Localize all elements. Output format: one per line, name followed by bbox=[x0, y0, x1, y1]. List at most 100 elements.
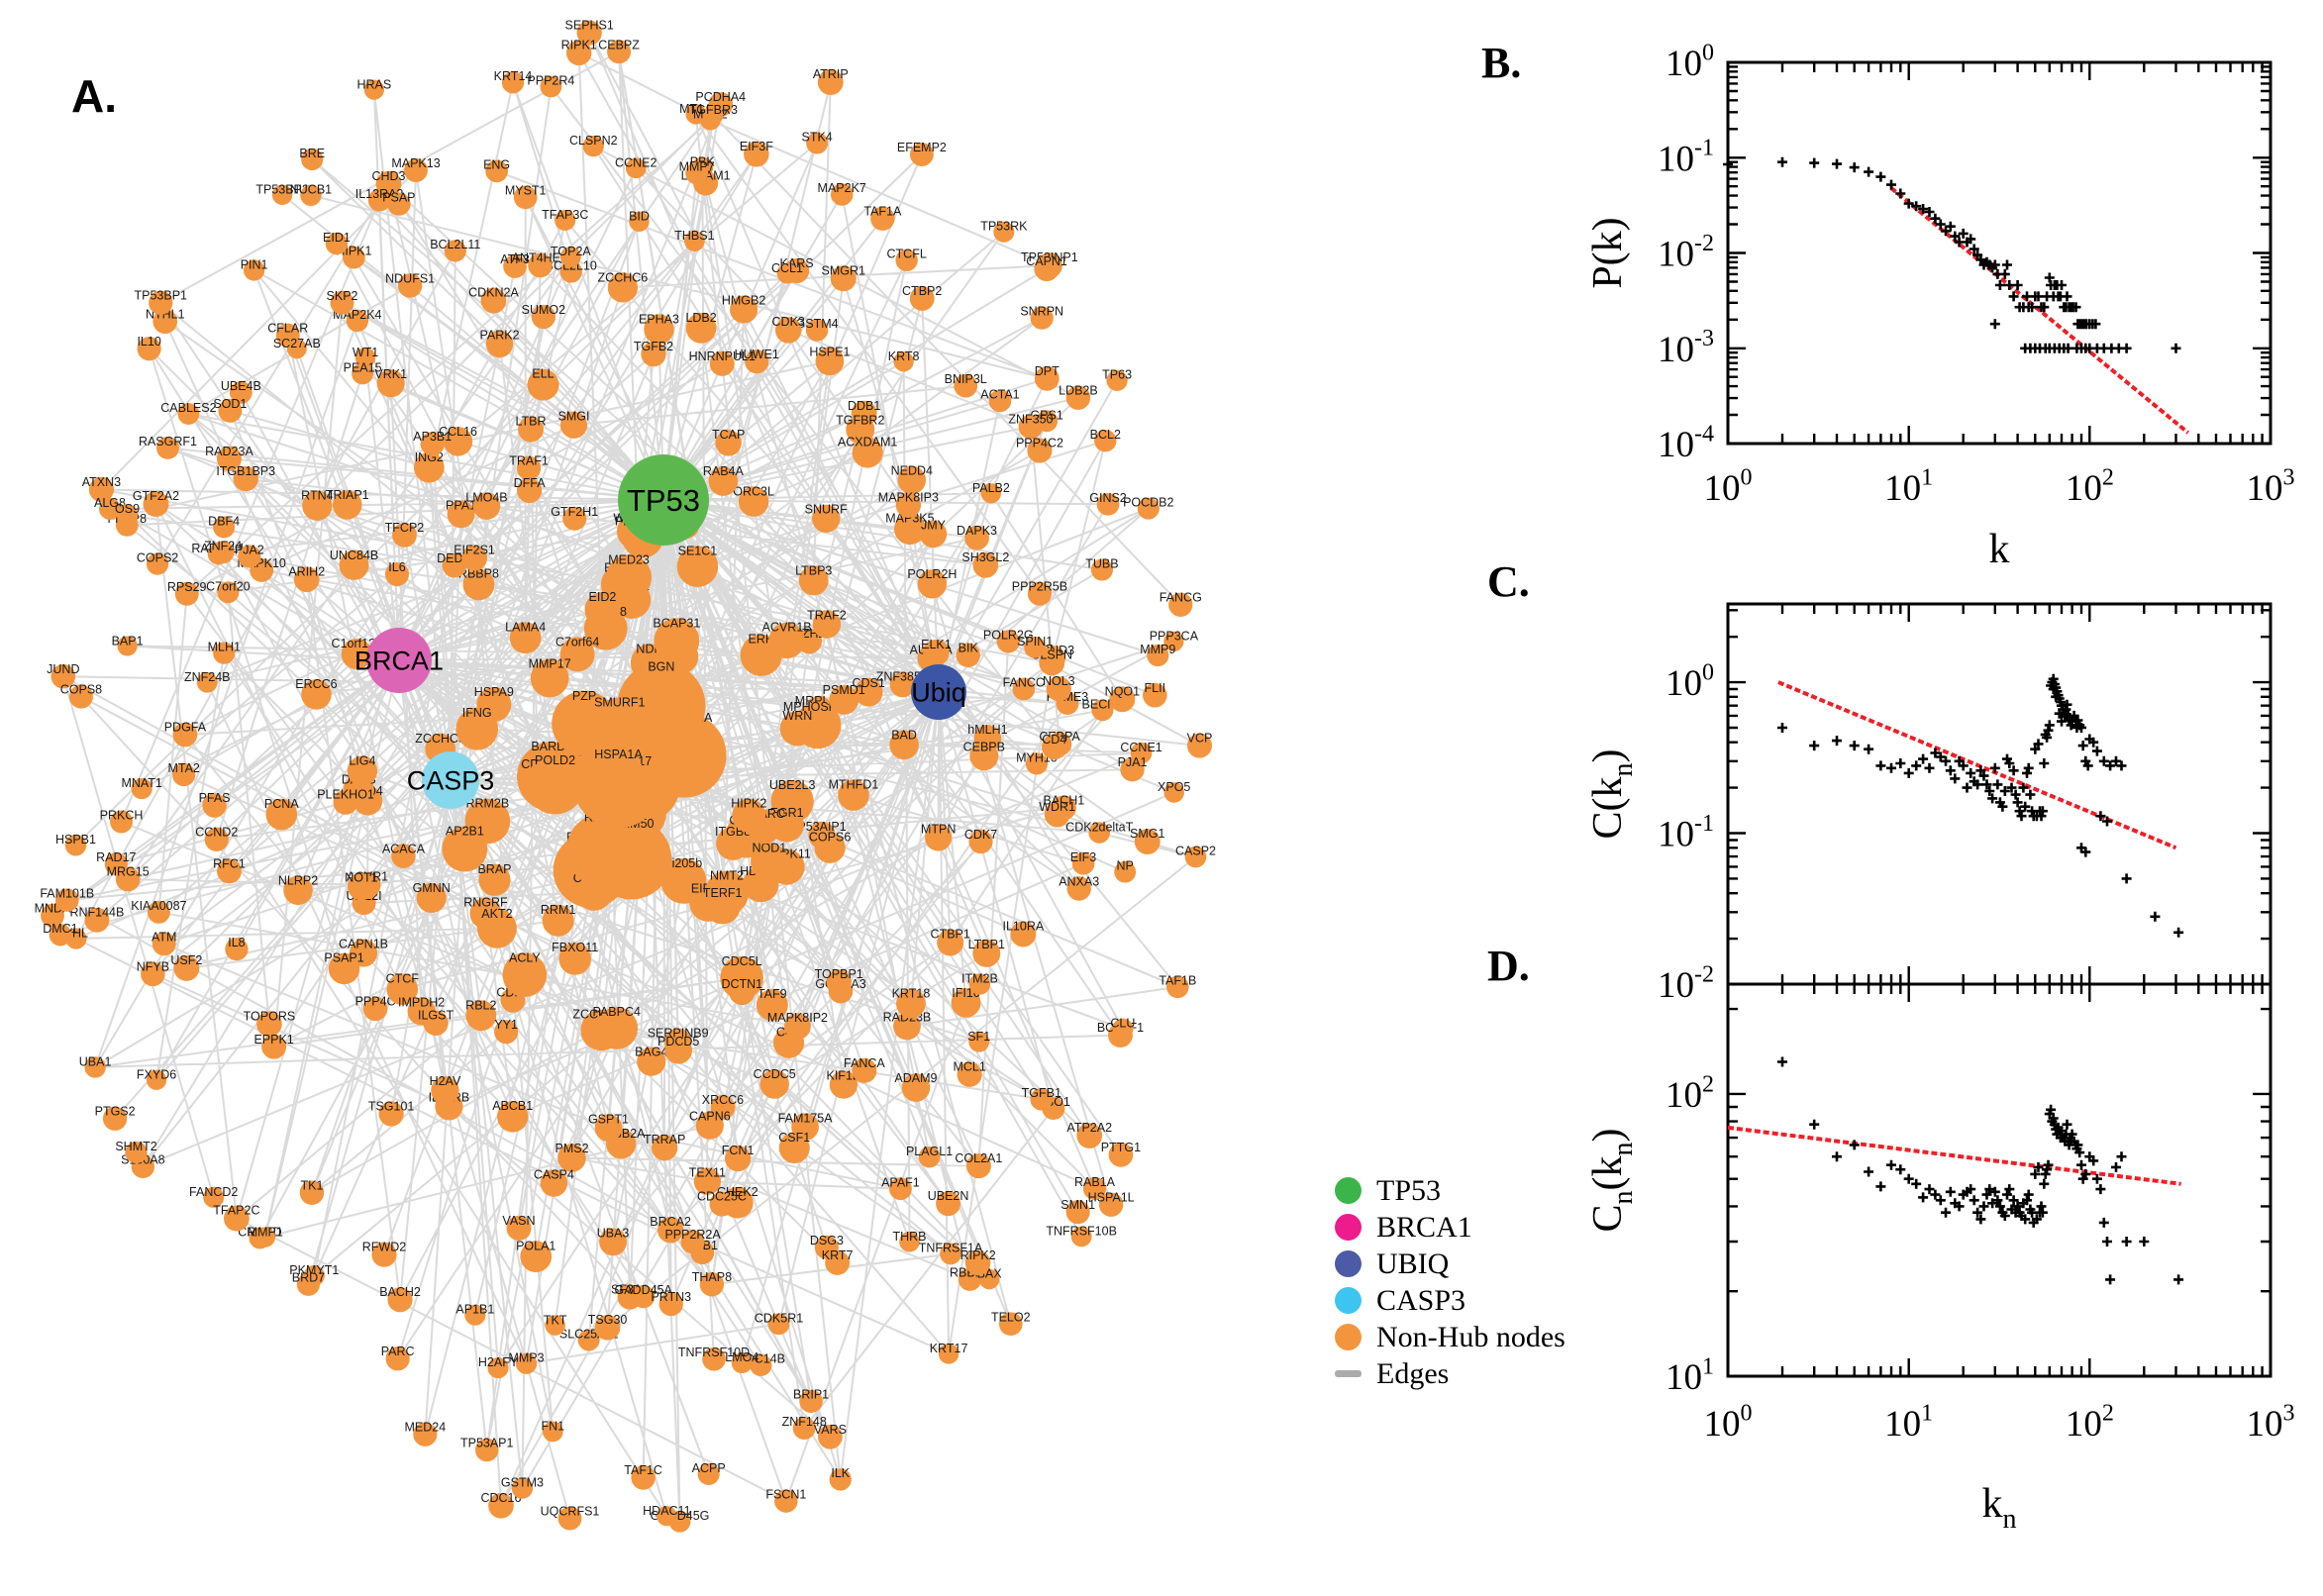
network-node-label: NOT1 bbox=[345, 871, 377, 885]
network-node bbox=[576, 20, 602, 46]
network-node-label: TGFB2 bbox=[634, 340, 673, 353]
network-node bbox=[557, 1506, 582, 1531]
network-node-label: TOPORS bbox=[244, 1010, 296, 1024]
network-node bbox=[1091, 699, 1114, 722]
network-node bbox=[233, 465, 258, 492]
network-node-label: UQCRFS1 bbox=[541, 1505, 600, 1519]
network-node bbox=[125, 1141, 148, 1164]
network-node bbox=[286, 339, 307, 359]
x-tick-label: 101 bbox=[1884, 1400, 1933, 1445]
panel-d-label: D. bbox=[1487, 942, 1530, 990]
network-node-label: SPIN1 bbox=[1017, 635, 1053, 648]
network-node-label: ZCCHC8 bbox=[415, 732, 465, 746]
network-node-label: OS9 bbox=[115, 502, 140, 516]
network-node bbox=[352, 362, 374, 385]
network-node-label: ATRIP bbox=[813, 67, 849, 81]
network-node bbox=[897, 465, 927, 495]
hub-node-label: TP53 bbox=[627, 483, 700, 518]
network-node bbox=[384, 562, 409, 587]
network-node bbox=[702, 1347, 726, 1371]
network-node-label: GSTM4 bbox=[796, 317, 839, 331]
network-node-label: SEPHS1 bbox=[565, 18, 614, 32]
network-node bbox=[565, 40, 592, 66]
network-node bbox=[302, 490, 333, 521]
network-node-label: RIPK1 bbox=[561, 39, 597, 52]
network-node-label: CAPN6 bbox=[689, 1110, 731, 1124]
network-node bbox=[213, 642, 236, 664]
network-node-label: TEX11 bbox=[689, 1166, 726, 1180]
network-node-label: MAPK8IP2 bbox=[767, 1011, 828, 1025]
network-node bbox=[1186, 733, 1212, 758]
network-node bbox=[392, 523, 417, 548]
network-node-label: ATXN3 bbox=[82, 475, 121, 489]
network-node bbox=[54, 888, 79, 912]
network-node-label: RBBP8 bbox=[458, 567, 499, 581]
network-node-label: AKT2 bbox=[481, 907, 512, 921]
network-node bbox=[1030, 1087, 1054, 1111]
network-node-label: BCL2 bbox=[1090, 428, 1121, 442]
network-node bbox=[1163, 782, 1184, 803]
network-node-label: Ifi205b bbox=[665, 856, 703, 870]
network-node bbox=[693, 1167, 721, 1195]
network-node-label: C7orf20 bbox=[206, 579, 251, 593]
network-node bbox=[444, 240, 466, 262]
network-node-label: BRAP bbox=[477, 862, 511, 876]
network-node-label: UBA3 bbox=[597, 1226, 630, 1240]
network-node-label: TFAP2C bbox=[213, 1204, 259, 1218]
network-node-label: ARIH2 bbox=[288, 565, 325, 579]
network-node-label: TUBB bbox=[1085, 556, 1118, 570]
network-node-label: SMN1 bbox=[1060, 1198, 1095, 1212]
network-node-label: VRK1 bbox=[374, 367, 407, 381]
network-node bbox=[367, 189, 391, 212]
network-node bbox=[715, 430, 742, 456]
network-node bbox=[102, 1106, 128, 1131]
network-node-label: POLA1 bbox=[516, 1239, 556, 1252]
network-node bbox=[607, 40, 632, 64]
legend-item: TP53 bbox=[1335, 1172, 1566, 1209]
network-node-label: BCAP31 bbox=[653, 616, 700, 630]
network-node-label: IL6 bbox=[388, 560, 405, 574]
network-node-label: RPS29 bbox=[167, 580, 207, 594]
legend-label: CASP3 bbox=[1376, 1283, 1466, 1317]
network-node-label: TKT bbox=[544, 1313, 567, 1327]
network-node bbox=[1108, 1143, 1134, 1167]
legend-label: TP53 bbox=[1376, 1173, 1442, 1207]
network-node-label: BID bbox=[629, 210, 650, 224]
network-node bbox=[213, 516, 236, 539]
network-node bbox=[339, 549, 369, 580]
network-node-label: CTCF bbox=[386, 971, 420, 985]
network-node-label: KRT18 bbox=[892, 987, 931, 1001]
network-node bbox=[798, 565, 829, 596]
network-node bbox=[651, 1135, 678, 1161]
network-node-label: H2AV bbox=[430, 1074, 461, 1088]
network-node bbox=[431, 1076, 459, 1105]
network-node bbox=[936, 1191, 961, 1217]
network-node-label: MTA2 bbox=[167, 761, 199, 775]
network-node bbox=[972, 939, 1001, 967]
network-node-label: CD4 bbox=[1042, 733, 1066, 747]
y-tick-label: 10-1 bbox=[1658, 811, 1714, 855]
network-node-label: TFAP3C bbox=[542, 208, 588, 222]
network-node bbox=[1082, 1176, 1107, 1201]
network-node bbox=[518, 416, 544, 443]
network-node-label: FCN1 bbox=[722, 1144, 755, 1157]
network-node bbox=[806, 132, 829, 154]
network-node bbox=[472, 492, 501, 520]
network-node bbox=[744, 141, 769, 167]
network-node bbox=[852, 1057, 877, 1083]
network-node bbox=[528, 252, 553, 278]
network-node bbox=[751, 843, 788, 880]
y-tick-label: 10-3 bbox=[1658, 326, 1714, 370]
network-node-label: HSPA9 bbox=[474, 685, 514, 699]
network-node bbox=[404, 158, 428, 183]
network-node bbox=[540, 1169, 568, 1197]
network-node bbox=[391, 844, 416, 868]
network-node bbox=[889, 730, 919, 760]
network-node-label: KRT8 bbox=[888, 349, 920, 363]
legend-dot-swatch bbox=[1335, 1250, 1362, 1277]
network-node bbox=[84, 907, 110, 933]
y-axis-title: Cn(kn) bbox=[1585, 1128, 1639, 1232]
network-node-label: THBS1 bbox=[674, 229, 714, 243]
